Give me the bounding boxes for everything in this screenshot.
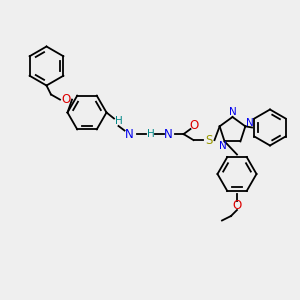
Text: S: S [205, 134, 212, 147]
Text: H: H [147, 129, 154, 139]
Text: O: O [232, 199, 242, 212]
Text: N: N [164, 128, 173, 141]
Text: O: O [189, 118, 198, 132]
Text: N: N [246, 118, 254, 128]
Text: N: N [229, 107, 236, 118]
Text: O: O [61, 93, 70, 106]
Text: N: N [219, 141, 227, 151]
Text: H: H [115, 116, 122, 126]
Text: N: N [125, 128, 134, 141]
